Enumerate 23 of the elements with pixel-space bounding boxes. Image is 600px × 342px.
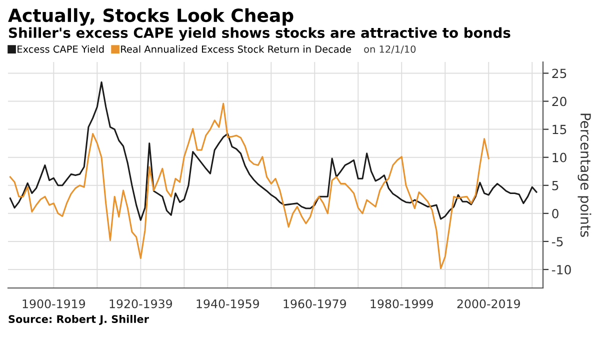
x-tick-label: 1960-1979: [284, 299, 346, 308]
line-series: [9, 81, 538, 221]
y-tick-label: 10: [552, 152, 566, 162]
x-tick-label: 1920-1939: [110, 299, 172, 308]
text: on 12/1/10: [364, 45, 416, 54]
y-tick-label: 25: [552, 68, 566, 78]
legend-label: Excess CAPE Yield: [18, 45, 104, 53]
x-tick-label: 1900-1919: [22, 299, 86, 308]
source-note: Source: Robert J. Shiller: [8, 314, 149, 325]
y-tick-label: 20: [552, 96, 566, 106]
y-tick-label: 15: [552, 124, 566, 134]
legend-label: Real Annualized Excess Stock Return in Decade: [121, 45, 352, 53]
chart-title: Actually, Stocks Look Cheap: [8, 8, 294, 26]
y-tick-label: -10: [552, 264, 571, 274]
y-tick-label: 0: [552, 208, 558, 218]
line-series: [9, 102, 490, 270]
x-tick-label: 2000-2019: [457, 299, 520, 308]
y-axis-title: Percentage points: [578, 114, 592, 237]
x-tick-label: 1980-1999: [370, 299, 433, 308]
chart-subtitle: Shiller's excess CAPE yield shows stocks are attractive to bonds: [8, 27, 510, 41]
x-tick-label: 1940-1959: [196, 299, 259, 308]
y-tick-label: -5: [552, 237, 563, 246]
y-tick-label: 5: [552, 181, 558, 190]
